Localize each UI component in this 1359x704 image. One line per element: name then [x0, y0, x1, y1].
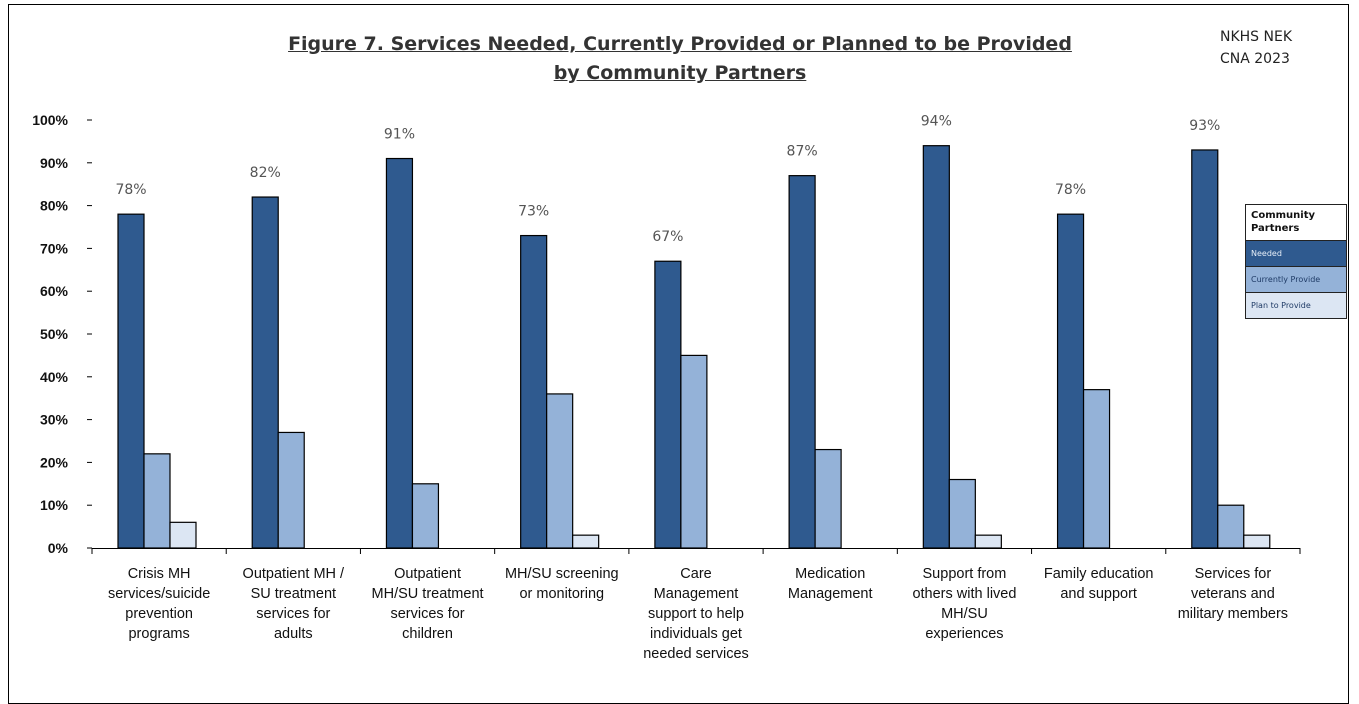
bar-needed: [117, 213, 145, 549]
y-tick-label: 20%: [40, 454, 69, 470]
bar-plan-to-provide: [169, 521, 197, 549]
category-label: Medication: [795, 566, 865, 582]
legend: Community Partners Needed Currently Prov…: [1245, 204, 1347, 319]
category-label: individuals get: [650, 626, 742, 642]
source-line2: CNA 2023: [1220, 51, 1290, 67]
category-label: services for: [390, 606, 464, 622]
data-label: 87%: [787, 144, 818, 160]
bar-currently-provide: [411, 483, 440, 549]
bar-currently-provide: [277, 431, 305, 549]
bar-needed: [520, 234, 548, 549]
bar-currently-provide: [546, 393, 574, 549]
category-label: Outpatient MH /: [243, 566, 346, 582]
category-label: MH/SU screening: [505, 566, 619, 582]
source-line1: NKHS NEK: [1220, 29, 1293, 45]
bar-plan-to-provide: [1243, 534, 1271, 549]
bar-needed: [385, 157, 414, 549]
bar-needed: [788, 175, 816, 549]
y-tick-label: 50%: [40, 326, 69, 342]
y-tick-label: 80%: [40, 198, 69, 214]
y-tick-label: 0%: [48, 540, 69, 556]
category-label: Management: [788, 586, 873, 602]
chart-title-line1: Figure 7. Services Needed, Currently Pro…: [288, 33, 1072, 55]
category-label: military members: [1178, 606, 1288, 622]
data-label: 91%: [384, 127, 415, 143]
bar-currently-provide: [814, 448, 842, 549]
chart-title: Figure 7. Services Needed, Currently Pro…: [240, 30, 1120, 88]
bar-currently-provide: [143, 453, 171, 549]
category-label: children: [402, 626, 453, 642]
category-label: SU treatment: [251, 586, 336, 602]
category-label: needed services: [643, 646, 749, 662]
bar-currently-provide: [1217, 504, 1245, 549]
bar-currently-provide: [680, 354, 708, 549]
y-tick-label: 90%: [40, 155, 69, 171]
category-label: others with lived: [912, 586, 1016, 602]
bar-currently-provide: [1082, 389, 1111, 549]
category-label: programs: [128, 626, 189, 642]
data-label: 93%: [1189, 118, 1220, 134]
category-label: Crisis MH: [128, 566, 191, 582]
bar-currently-provide: [948, 478, 976, 549]
data-label: 94%: [921, 114, 952, 130]
y-tick-label: 70%: [40, 240, 69, 256]
category-label: Outpatient: [394, 566, 461, 582]
category-label: MH/SU treatment: [372, 586, 484, 602]
category-label: adults: [274, 626, 313, 642]
category-label: or monitoring: [519, 586, 604, 602]
y-tick-label: 30%: [40, 412, 69, 428]
data-label: 67%: [652, 229, 683, 245]
category-label: Care: [680, 566, 711, 582]
y-tick-label: 10%: [40, 497, 69, 513]
bar-needed: [251, 196, 279, 549]
data-label: 82%: [250, 165, 281, 181]
category-label: veterans and: [1191, 586, 1275, 602]
category-label: experiences: [925, 626, 1003, 642]
legend-item-currently-provide: Currently Provide: [1246, 266, 1346, 292]
y-tick-label: 100%: [32, 112, 68, 128]
bar-needed: [922, 145, 950, 549]
bar-plan-to-provide: [974, 534, 1002, 549]
category-label: Family education: [1044, 566, 1154, 582]
bar-needed: [1191, 149, 1219, 549]
bar-needed: [654, 260, 682, 549]
legend-item-plan-to-provide: Plan to Provide: [1246, 292, 1346, 318]
category-label: Support from: [923, 566, 1007, 582]
category-label: services/suicide: [108, 586, 210, 602]
category-label: Services for: [1195, 566, 1272, 582]
category-label: MH/SU: [941, 606, 988, 622]
source-note: NKHS NEK CNA 2023: [1220, 26, 1292, 70]
legend-item-needed: Needed: [1246, 240, 1346, 266]
category-label: services for: [256, 606, 330, 622]
y-tick-label: 40%: [40, 369, 69, 385]
category-label: support to help: [648, 606, 744, 622]
data-label: 73%: [518, 204, 549, 220]
chart-title-line2: by Community Partners: [553, 62, 807, 84]
y-tick-label: 60%: [40, 283, 69, 299]
data-label: 78%: [115, 182, 146, 198]
category-label: prevention: [125, 606, 193, 622]
legend-title: Community Partners: [1251, 210, 1316, 234]
bar-plan-to-provide: [572, 534, 600, 549]
category-label: Management: [654, 586, 739, 602]
bar-needed: [1056, 213, 1085, 549]
data-label: 78%: [1055, 182, 1086, 198]
category-label: and support: [1060, 586, 1137, 602]
